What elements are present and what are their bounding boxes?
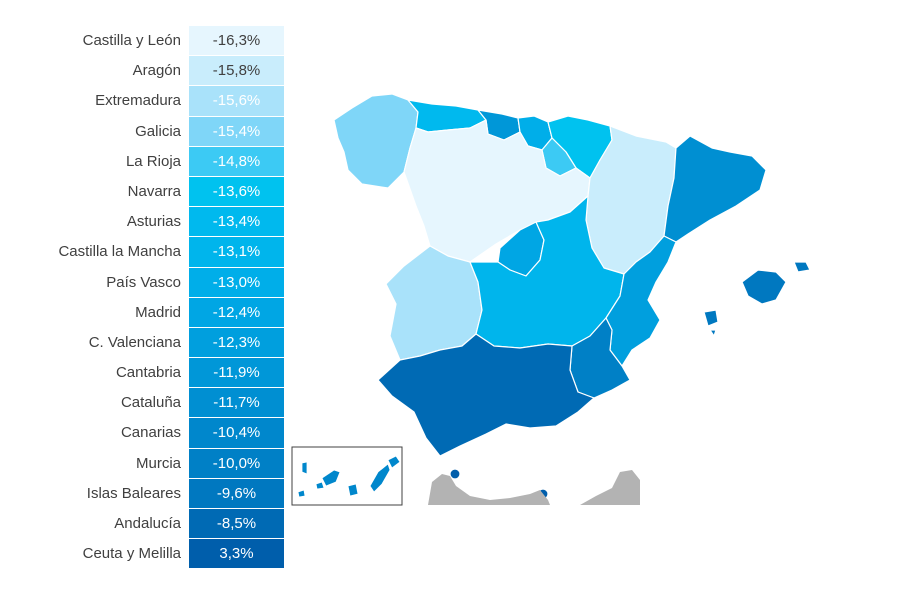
legend-region-label: Castilla y León — [82, 32, 181, 49]
legend-value-cell: -11,9% — [189, 358, 284, 389]
legend-value-cell: 3,3% — [189, 539, 284, 570]
legend-row: Madrid -12,4% — [0, 297, 284, 328]
legend-row: La Rioja -14,8% — [0, 146, 284, 177]
legend-row: País Vasco -13,0% — [0, 267, 284, 298]
legend-value-cell: -12,3% — [189, 327, 284, 359]
region-canarias-lanzarote — [387, 455, 401, 469]
legend-row: Asturias -13,4% — [0, 207, 284, 238]
legend-row: Andalucía -8,5% — [0, 509, 284, 540]
region-canarias-fuerteventura — [369, 463, 391, 493]
legend-row: Aragón -15,8% — [0, 56, 284, 87]
legend-row: Canarias -10,4% — [0, 418, 284, 449]
region-islas-baleares-mallorca — [741, 269, 787, 305]
legend-row: Cantabria -11,9% — [0, 358, 284, 389]
legend-row: Galicia -15,4% — [0, 116, 284, 147]
legend-value-cell: -9,6% — [189, 478, 284, 509]
legend-region-label: Navarra — [127, 182, 181, 200]
legend-row: Cataluña -11,7% — [0, 388, 284, 419]
region-canarias-gran-canaria — [347, 483, 359, 497]
legend-region-label: Islas Baleares — [86, 484, 181, 502]
legend-value-cell: -15,4% — [189, 116, 284, 147]
legend-value-cell: -11,7% — [189, 388, 284, 419]
legend-region-label: Andalucía — [114, 515, 181, 532]
legend-value-cell: -10,4% — [189, 418, 284, 449]
legend-row: Navarra -13,6% — [0, 176, 284, 208]
region-ceuta — [449, 468, 461, 480]
legend-region-label: Castilla la Mancha — [58, 243, 181, 261]
legend-value-cell: -14,8% — [189, 146, 284, 177]
legend-region-label: Madrid — [135, 303, 181, 321]
legend-table: Castilla y León -16,3% Aragón -15,8% Extrema… — [0, 26, 284, 570]
region-islas-baleares-formentera — [709, 329, 717, 337]
legend-region-label: Galicia — [135, 122, 181, 140]
legend-region-label: País Vasco — [106, 273, 181, 291]
north-africa-territory-west — [428, 474, 550, 505]
region-cataluna — [663, 135, 767, 243]
legend-value-cell: -13,4% — [189, 207, 284, 238]
legend-region-label: Cataluña — [120, 394, 181, 412]
legend-row: Ceuta y Melilla 3,3% — [0, 539, 284, 570]
legend-row: C. Valenciana -12,3% — [0, 327, 284, 359]
legend-value-cell: -15,6% — [189, 86, 284, 117]
legend-row: Islas Baleares -9,6% — [0, 478, 284, 509]
legend-value-cell: -12,4% — [189, 297, 284, 328]
legend-value-cell: -15,8% — [189, 56, 284, 87]
legend-row: Murcia -10,0% — [0, 448, 284, 479]
legend-value-cell: -10,0% — [189, 448, 284, 479]
legend-region-label: Asturias — [126, 213, 181, 231]
region-canarias-tenerife — [321, 469, 341, 487]
legend-value-cell: -13,0% — [189, 267, 284, 298]
legend-region-label: Canarias — [120, 424, 181, 442]
region-canarias-la-gomera — [315, 481, 325, 490]
north-africa-territory-east — [580, 470, 640, 505]
legend-value-cell: -13,1% — [189, 237, 284, 268]
region-canarias-la-palma — [301, 461, 308, 475]
legend-region-label: C. Valenciana — [88, 333, 181, 351]
legend-region-label: Cantabria — [115, 364, 181, 382]
region-andalucia — [377, 333, 595, 457]
legend-region-label: Extremadura — [95, 92, 181, 110]
region-islas-baleares-ibiza — [703, 309, 719, 327]
region-canarias-el-hierro — [297, 489, 306, 498]
legend-region-label: Aragón — [132, 62, 181, 80]
legend-region-label: Murcia — [135, 454, 181, 472]
legend-value-cell: -8,5% — [189, 509, 284, 540]
legend-row: Castilla la Mancha -13,1% — [0, 237, 284, 268]
legend-region-label: La Rioja — [125, 152, 181, 170]
legend-row: Extremadura -15,6% — [0, 86, 284, 117]
canarias-inset-frame — [291, 446, 403, 506]
legend-value-cell: -13,6% — [189, 176, 284, 208]
legend-row: Castilla y León -16,3% — [0, 26, 284, 57]
legend-value-cell: -16,3% — [189, 26, 284, 57]
region-islas-baleares-menorca — [793, 261, 811, 273]
legend-region-label: Ceuta y Melilla — [82, 545, 181, 563]
